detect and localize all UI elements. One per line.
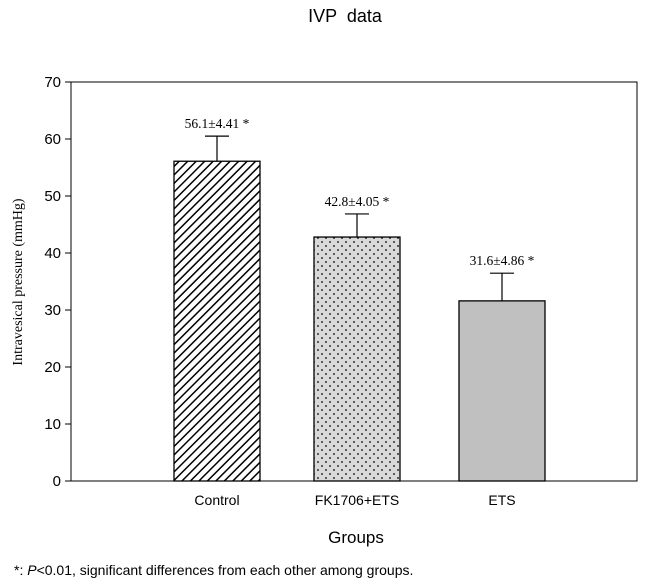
- x-axis-label: Groups: [328, 528, 384, 547]
- y-tick-label: 70: [44, 74, 61, 91]
- x-tick-label: FK1706+ETS: [315, 492, 399, 508]
- chart-title: IVP data: [308, 6, 383, 26]
- bar: [458, 300, 546, 482]
- y-tick-label: 0: [53, 473, 61, 490]
- footnote-text: <0.01, significant differences from each…: [36, 562, 414, 578]
- footnote-symbol: *:: [14, 562, 24, 578]
- y-tick-label: 20: [44, 359, 61, 376]
- data-label: 42.8±4.05 *: [325, 194, 390, 209]
- data-label: 31.6±4.86 *: [470, 253, 535, 268]
- y-axis-label: Intravesical pressure (mmHg): [11, 198, 26, 365]
- x-tick-label: ETS: [488, 492, 515, 508]
- x-axis-tick-labels: Control FK1706+ETS ETS: [194, 492, 515, 508]
- footnote: *: P<0.01, significant differences from …: [14, 562, 413, 578]
- y-tick-label: 50: [44, 188, 61, 205]
- bar: [313, 236, 401, 482]
- y-tick-label: 60: [44, 131, 61, 148]
- y-axis-ticks: 0 10 20 30 40 50 60 70: [44, 74, 71, 490]
- data-label: 56.1±4.41 *: [185, 116, 250, 131]
- bars-group: 56.1±4.41 * 42.8±4.05 * 31.6±4.86 *: [173, 116, 546, 482]
- y-tick-label: 40: [44, 245, 61, 262]
- plot-frame: [70, 81, 638, 482]
- y-tick-label: 30: [44, 302, 61, 319]
- bar: [173, 160, 261, 482]
- footnote-p: P: [27, 562, 37, 578]
- x-tick-label: Control: [194, 492, 239, 508]
- y-tick-label: 10: [44, 416, 61, 433]
